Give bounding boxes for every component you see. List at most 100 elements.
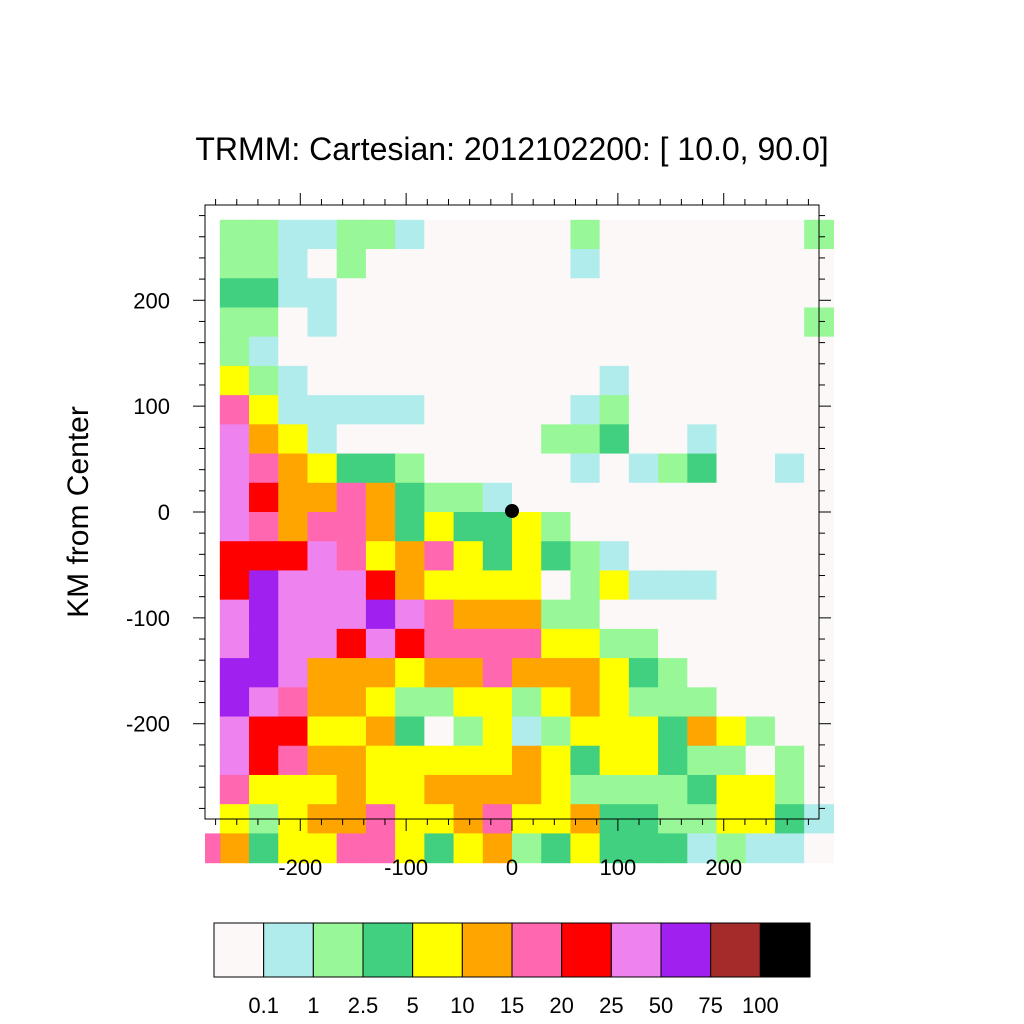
heatmap-cell	[395, 570, 425, 601]
heatmap-cell	[687, 336, 718, 367]
heatmap-cell	[336, 541, 367, 572]
heatmap-cell	[745, 395, 776, 425]
heatmap-cell	[687, 774, 718, 805]
heatmap-cell	[219, 249, 250, 279]
heatmap-cell	[628, 482, 659, 513]
heatmap-cell	[336, 219, 367, 250]
heatmap-cell	[453, 278, 484, 309]
heatmap-cell	[774, 716, 805, 747]
heatmap-cell	[716, 570, 747, 601]
heatmap-cell	[424, 570, 455, 601]
heatmap-cell	[365, 307, 396, 338]
heatmap-cell	[249, 365, 279, 396]
heatmap-cell	[716, 658, 747, 688]
heatmap-cell	[745, 599, 776, 630]
heatmap-cell	[336, 628, 367, 659]
heatmap-cell	[570, 249, 601, 279]
plot-frame	[204, 204, 820, 820]
heatmap-cell	[482, 745, 513, 776]
heatmap-cell	[716, 541, 747, 572]
x-tick-label: 200	[705, 855, 742, 880]
heatmap-cell	[687, 570, 718, 601]
heatmap-cell	[774, 482, 805, 513]
heatmap-cell	[570, 745, 601, 776]
heatmap-cell	[249, 541, 279, 572]
heatmap-cell	[628, 716, 659, 747]
heatmap-cell	[774, 541, 805, 572]
heatmap-cell	[774, 658, 805, 688]
heatmap-cell	[541, 628, 572, 659]
heatmap-cell	[745, 249, 776, 279]
heatmap-cell	[307, 424, 338, 455]
heatmap-cell	[570, 541, 601, 572]
colorbar-box	[412, 922, 463, 978]
y-axis-label: KM from Center	[62, 406, 95, 618]
heatmap-cell	[482, 278, 513, 309]
heatmap-cell	[512, 395, 542, 425]
heatmap-cell	[336, 833, 367, 864]
heatmap-cell	[745, 774, 776, 805]
heatmap-cell	[745, 365, 776, 396]
heatmap-cell	[278, 658, 309, 688]
axis-ticks	[193, 193, 831, 831]
heatmap-cell	[453, 453, 484, 484]
heatmap-cell	[307, 774, 338, 805]
chart-title: TRMM: Cartesian: 2012102200: [ 10.0, 90.…	[195, 131, 828, 167]
heatmap-cell	[424, 424, 455, 455]
heatmap-cell	[628, 395, 659, 425]
heatmap-cell	[249, 453, 279, 484]
heatmap-cell	[424, 249, 455, 279]
heatmap-cell	[424, 745, 455, 776]
heatmap-cell	[658, 628, 688, 659]
heatmap-cell	[628, 424, 659, 455]
heatmap-cell	[249, 745, 279, 776]
heatmap-cell	[336, 336, 367, 367]
heatmap-cell	[482, 833, 513, 864]
heatmap-cell	[745, 833, 776, 864]
heatmap-cell	[482, 249, 513, 279]
heatmap-cell	[307, 482, 338, 513]
heatmap-cell	[453, 395, 484, 425]
heatmap-cell	[424, 628, 455, 659]
colorbar-label: 100	[742, 993, 779, 1018]
heatmap-cell	[599, 658, 630, 688]
heatmap-cell	[249, 570, 279, 601]
heatmap-cell	[365, 395, 396, 425]
heatmap-cell	[395, 482, 425, 513]
heatmap-cell	[658, 219, 688, 250]
heatmap-cell	[599, 395, 630, 425]
heatmap-cell	[541, 833, 572, 864]
heatmap-cell	[278, 278, 309, 309]
heatmap-cell	[716, 833, 747, 864]
heatmap-cell	[424, 482, 455, 513]
heatmap-cell	[395, 278, 425, 309]
x-tick-label: -100	[384, 855, 428, 880]
heatmap-cell	[424, 336, 455, 367]
heatmap-cell	[687, 599, 718, 630]
heatmap-cell	[453, 336, 484, 367]
heatmap-cell	[745, 219, 776, 250]
heatmap-cell	[453, 424, 484, 455]
heatmap-cell	[307, 512, 338, 542]
colorbar-label: 50	[649, 993, 673, 1018]
heatmap-cell	[628, 453, 659, 484]
heatmap-cell	[541, 687, 572, 718]
heatmap-cell	[658, 336, 688, 367]
heatmap-cell	[482, 628, 513, 659]
heatmap-cell	[774, 687, 805, 718]
heatmap-cell	[541, 745, 572, 776]
heatmap-cell	[219, 336, 250, 367]
heatmap-cell	[365, 278, 396, 309]
heatmap-cell	[716, 482, 747, 513]
heatmap-cell	[219, 278, 250, 309]
heatmap-cell	[628, 307, 659, 338]
heatmap-cell	[774, 833, 805, 864]
heatmap-cell	[365, 424, 396, 455]
heatmap-cell	[307, 628, 338, 659]
heatmap-cell	[482, 774, 513, 805]
heatmap-cell	[628, 658, 659, 688]
heatmap-cell	[307, 307, 338, 338]
heatmap-cell	[687, 365, 718, 396]
heatmap-cell	[307, 395, 338, 425]
heatmap-cell	[570, 365, 601, 396]
